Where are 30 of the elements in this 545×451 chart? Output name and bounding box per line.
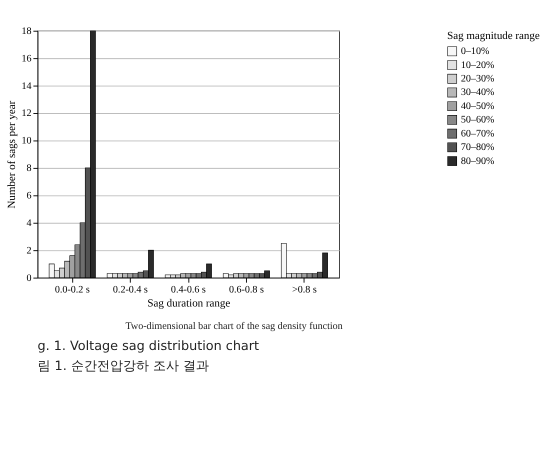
- y-tick-label: 2: [26, 245, 32, 256]
- y-tick-label: 16: [22, 53, 32, 64]
- x-tick-label: 0.4-0.6 s: [170, 284, 206, 296]
- text: 림 1. 순간전압강하 조사 결과: [37, 359, 209, 374]
- legend-label: 10–20%: [460, 60, 495, 71]
- y-tick-label: 10: [22, 136, 32, 147]
- x-tick-label: 0.6-0.8 s: [228, 284, 264, 296]
- x-tick-label: 0.0-0.2 s: [54, 284, 90, 296]
- y-tick-label: 6: [26, 190, 32, 202]
- legend-label: 0–10%: [460, 46, 490, 58]
- legend-label: 30–40%: [460, 87, 495, 98]
- y-tick-label: 8: [26, 163, 32, 174]
- legend-label: 80–90%: [460, 156, 495, 167]
- y-tick-label: 18: [22, 26, 32, 37]
- legend-label: 70–80%: [460, 142, 495, 154]
- y-axis-title: Number of sags per year: [6, 100, 18, 209]
- text: Two-dimensional bar chart of the sag density function: [125, 320, 343, 332]
- legend-label: 40–50%: [460, 100, 495, 112]
- y-tick-label: 4: [26, 218, 32, 229]
- legend-label: 50–60%: [460, 114, 495, 126]
- legend-label: 20–30%: [460, 73, 495, 84]
- y-tick-label: 0: [26, 272, 32, 284]
- y-tick-label: 14: [22, 80, 32, 92]
- y-tick-label: 12: [22, 108, 32, 120]
- legend-title: Sag magnitude range: [447, 30, 540, 42]
- x-axis-title: Sag duration range: [147, 297, 230, 310]
- text: g. 1. Voltage sag distribution chart: [37, 338, 260, 354]
- legend-label: 60–70%: [460, 128, 495, 140]
- x-tick-label: >0.8 s: [292, 284, 317, 296]
- x-tick-label: 0.2-0.4 s: [112, 284, 148, 296]
